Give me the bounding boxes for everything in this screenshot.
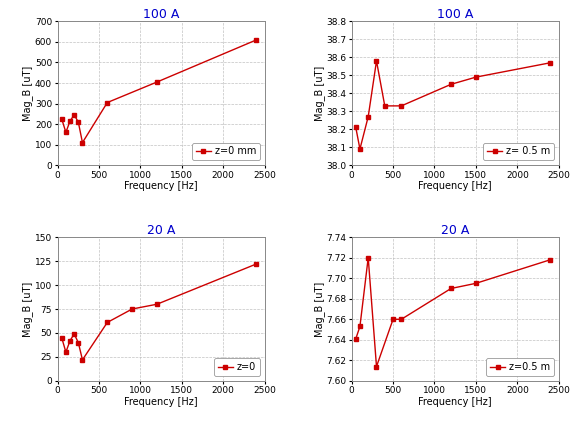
Y-axis label: Mag_B [uT]: Mag_B [uT] [22, 281, 33, 337]
Legend: z=0 mm: z=0 mm [192, 143, 260, 160]
Legend: z=0.5 m: z=0.5 m [487, 358, 554, 376]
Title: 100 A: 100 A [437, 9, 473, 21]
Legend: z=0: z=0 [214, 358, 260, 376]
Legend: z= 0.5 m: z= 0.5 m [483, 143, 554, 160]
Title: 20 A: 20 A [147, 224, 175, 237]
Y-axis label: Mag_B [uT]: Mag_B [uT] [314, 281, 325, 337]
Title: 100 A: 100 A [143, 9, 179, 21]
X-axis label: Frequency [Hz]: Frequency [Hz] [124, 397, 198, 407]
X-axis label: Frequency [Hz]: Frequency [Hz] [418, 181, 492, 191]
Y-axis label: Mag_B [uT]: Mag_B [uT] [314, 65, 325, 121]
Title: 20 A: 20 A [441, 224, 469, 237]
X-axis label: Frequency [Hz]: Frequency [Hz] [418, 397, 492, 407]
X-axis label: Frequency [Hz]: Frequency [Hz] [124, 181, 198, 191]
Y-axis label: Mag_B [uT]: Mag_B [uT] [22, 65, 33, 121]
